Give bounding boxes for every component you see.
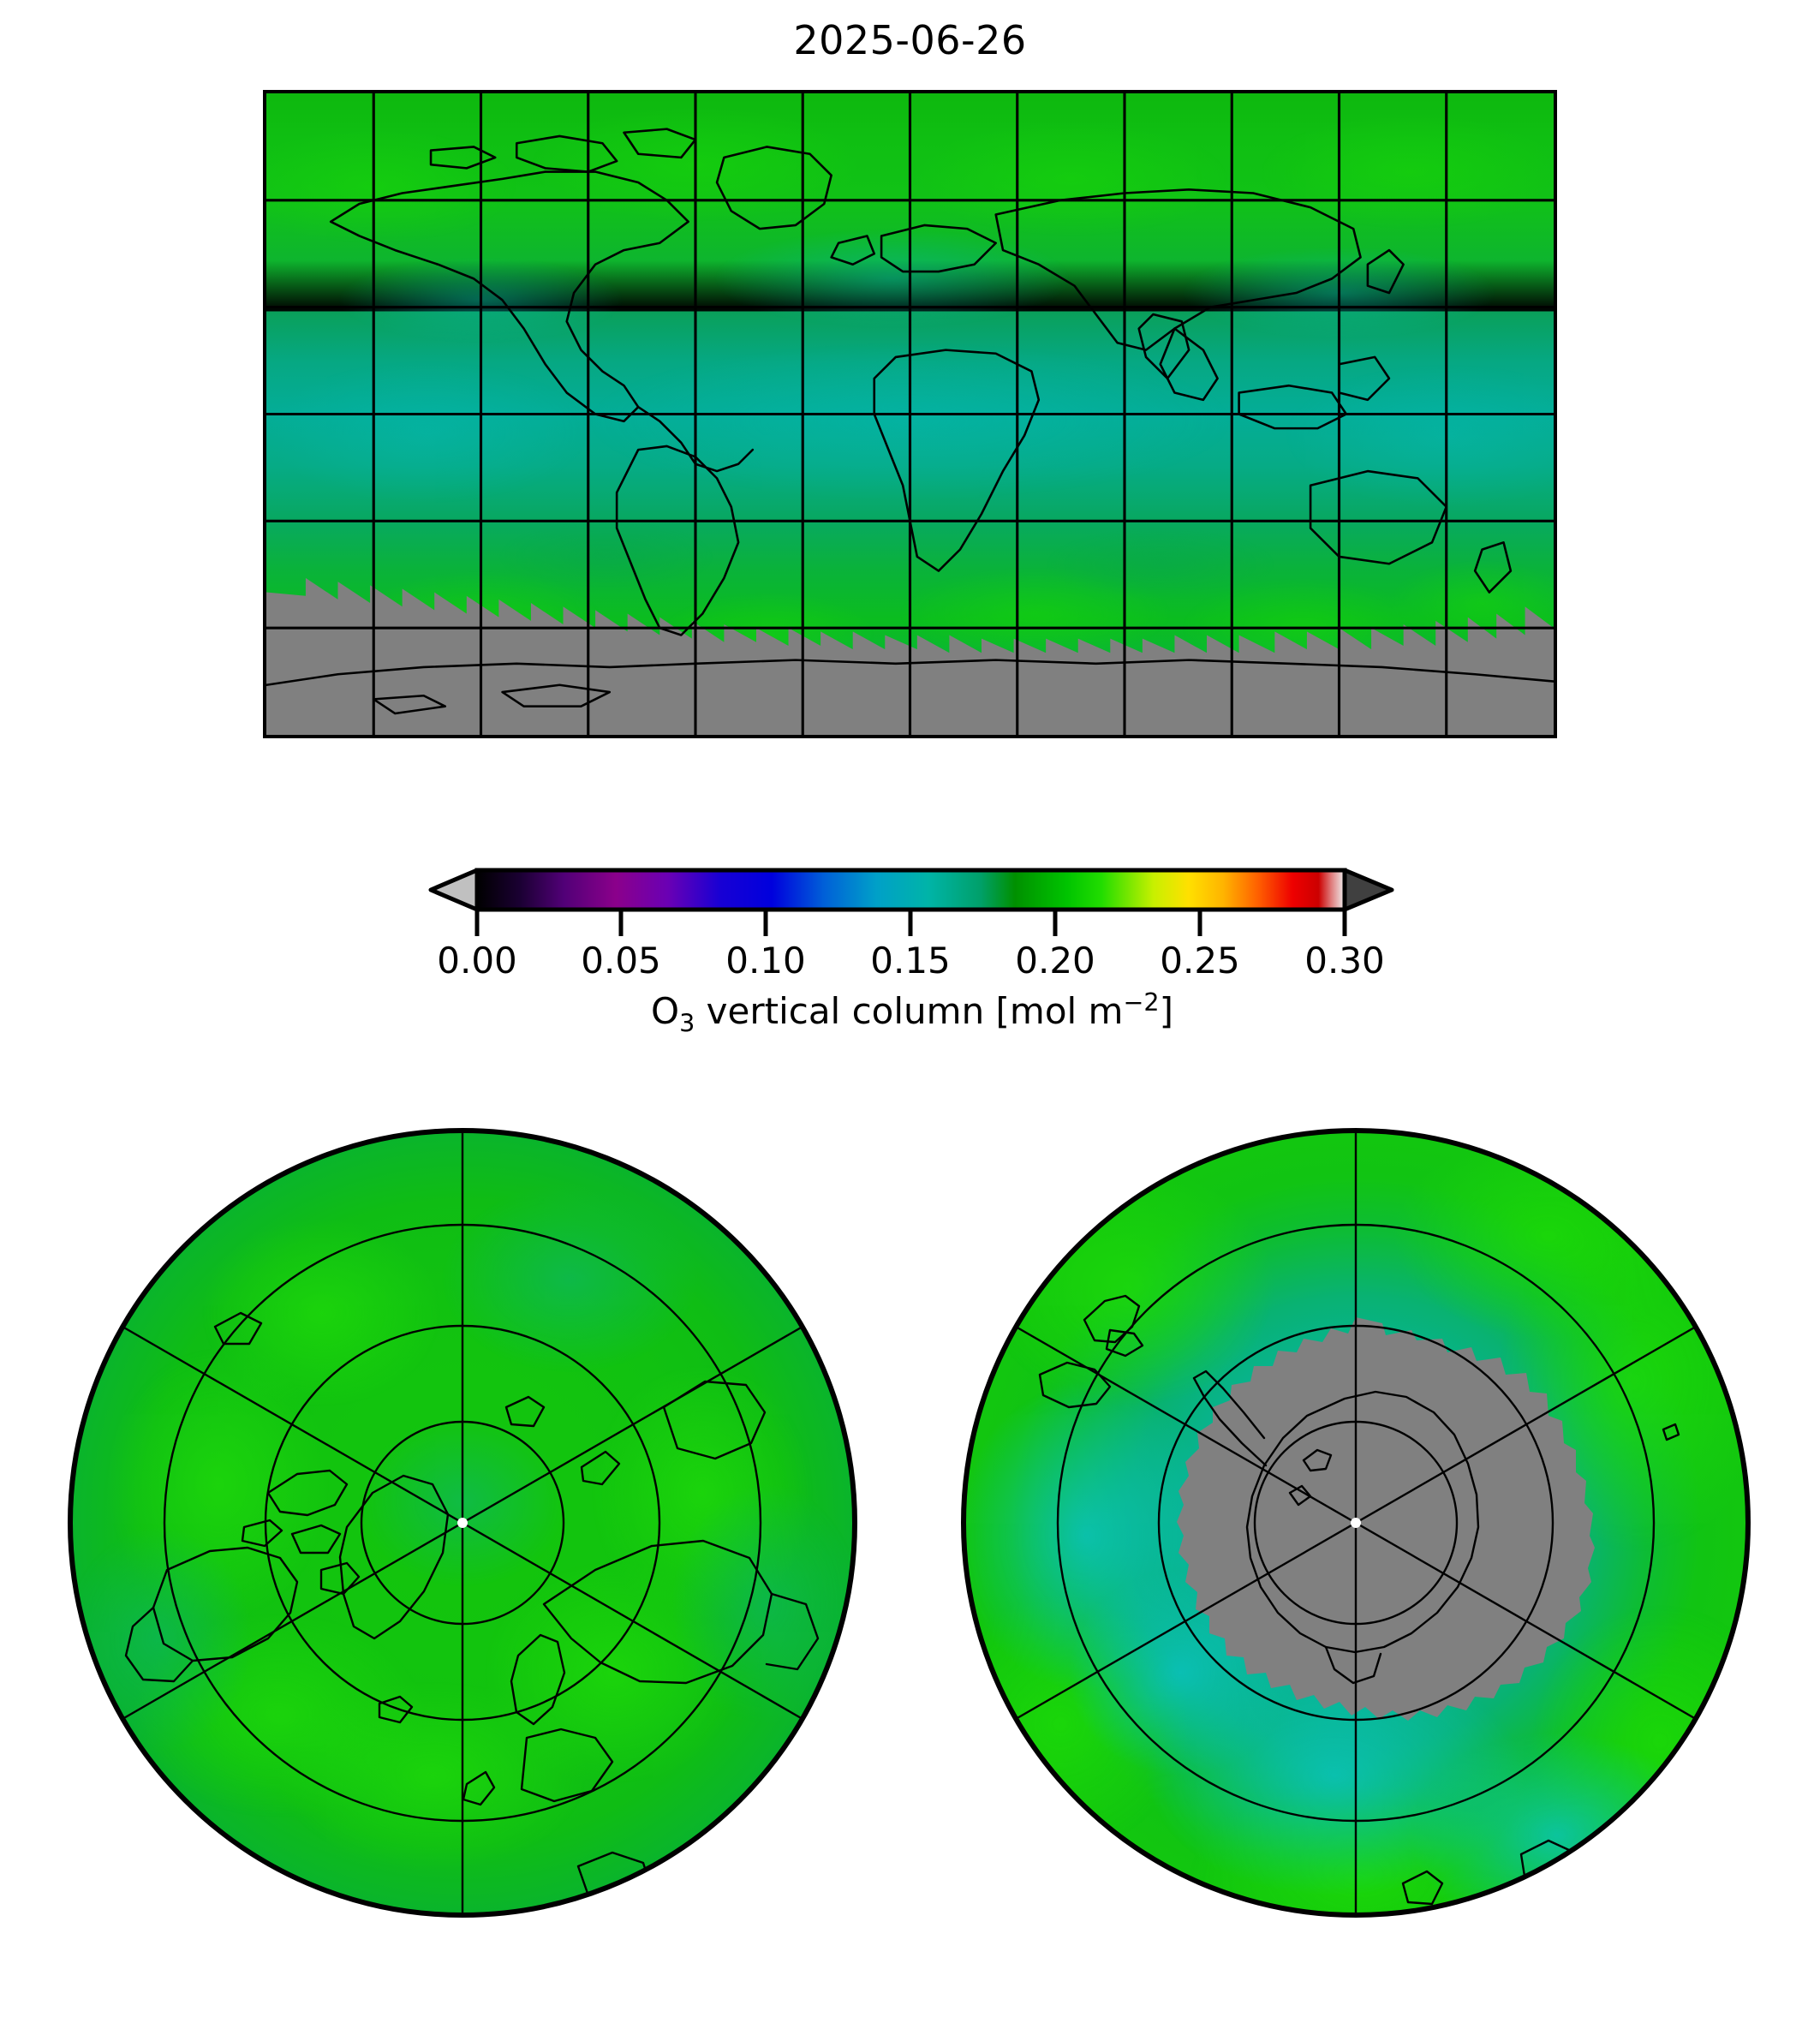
missing-data-region <box>1177 1317 1595 1721</box>
south-polar-frame <box>961 1128 1751 1918</box>
ozone-field-layer <box>266 93 1554 735</box>
colorbar-label-superscript: −2 <box>1123 988 1160 1017</box>
south-polar-canvas <box>961 1128 1751 1918</box>
north-pole-marker <box>457 1518 468 1528</box>
colorbar-tick-label: 0.25 <box>1160 940 1240 982</box>
colorbar-tick-label: 0.15 <box>870 940 951 982</box>
colorbar-tick-label: 0.00 <box>437 940 517 982</box>
page-title: 2025-06-26 <box>793 17 1027 63</box>
colorbar-extend-over <box>1342 868 1394 912</box>
south-pole-marker <box>1351 1518 1361 1528</box>
colorbar-label-middle: vertical column [mol m <box>695 990 1124 1032</box>
graticule-layer <box>266 93 1554 735</box>
world-map-axes <box>263 90 1557 738</box>
colorbar-extend-under <box>428 868 480 912</box>
colorbar-label-prefix: O <box>651 990 680 1032</box>
colorbar-label-subscript: 3 <box>679 1008 695 1038</box>
colorbar: 0.00 0.05 0.10 0.15 0.20 0.25 0.30 O3 ve… <box>424 861 1400 1041</box>
colorbar-tick-labels: 0.00 0.05 0.10 0.15 0.20 0.25 0.30 <box>424 940 1400 988</box>
south-polar-map-axes <box>958 1125 1754 1921</box>
north-polar-canvas <box>68 1128 857 1918</box>
colorbar-canvas <box>428 868 1394 936</box>
colorbar-tick-label: 0.10 <box>725 940 806 982</box>
colorbar-label-suffix: ] <box>1159 990 1173 1032</box>
colorbar-gradient <box>474 868 1347 912</box>
colorbar-tick-label: 0.30 <box>1304 940 1385 982</box>
north-polar-frame <box>68 1128 857 1918</box>
north-polar-map-axes <box>64 1125 861 1921</box>
colorbar-axis-label: O3 vertical column [mol m−2] <box>424 988 1400 1037</box>
colorbar-tick-label: 0.20 <box>1015 940 1095 982</box>
colorbar-ticks <box>474 910 1347 936</box>
world-map-canvas <box>266 93 1554 735</box>
colorbar-tick-label: 0.05 <box>581 940 661 982</box>
